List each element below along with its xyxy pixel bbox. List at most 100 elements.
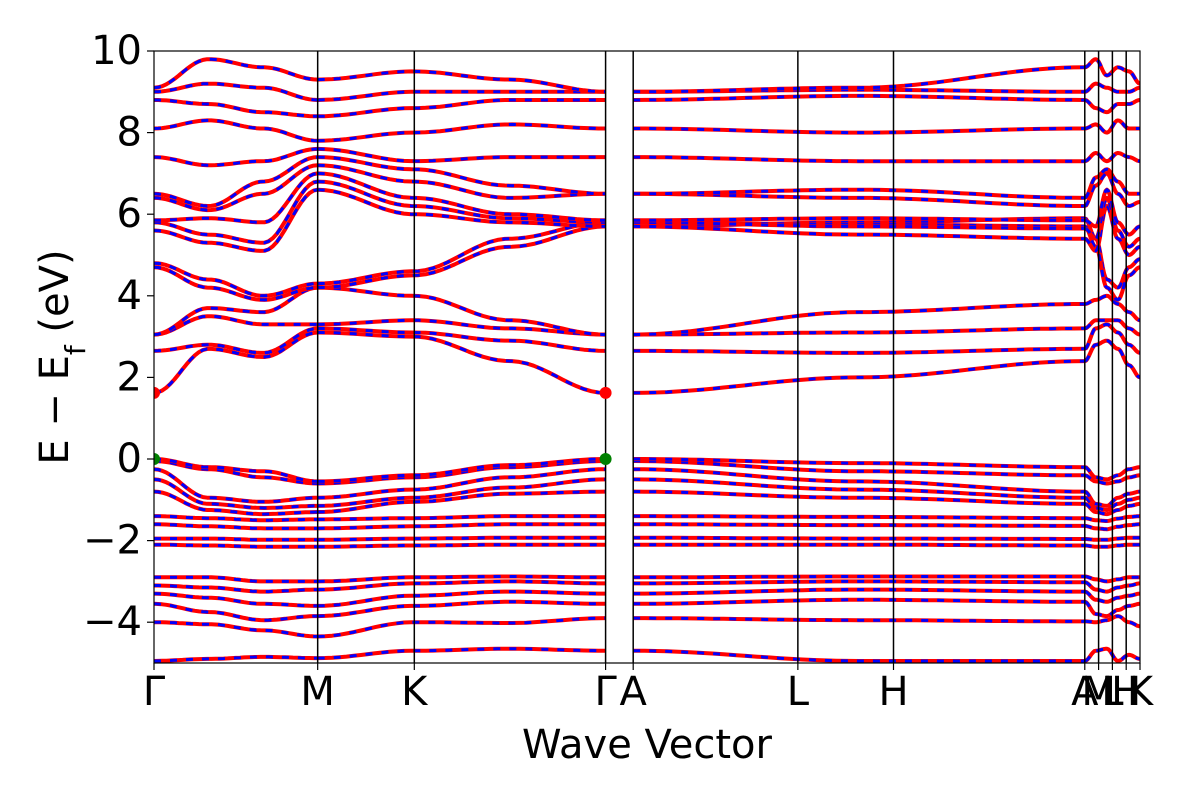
band-3-segment-2-blue bbox=[633, 588, 1085, 596]
band-24-segment-1-blue bbox=[317, 163, 606, 200]
plot-frame bbox=[153, 50, 1141, 664]
band-13-segment-3-blue bbox=[1084, 473, 1140, 485]
band-5-segment-0-blue bbox=[154, 575, 318, 583]
band-23-segment-0-blue bbox=[154, 171, 318, 224]
band-28-segment-2-blue bbox=[633, 94, 1085, 102]
band-21-segment-1-blue bbox=[317, 188, 606, 228]
band-8-segment-0-blue bbox=[154, 522, 318, 530]
x-tick-label-8: M bbox=[1081, 669, 1116, 715]
y-tick-label-7: 10 bbox=[91, 28, 142, 74]
band-4-segment-1-blue bbox=[317, 579, 606, 592]
band-22-segment-0-blue bbox=[154, 180, 318, 245]
band-17-segment-1-blue bbox=[317, 318, 606, 337]
x-tick-label-10: H bbox=[1111, 669, 1141, 715]
band-21-segment-2-blue bbox=[633, 224, 1085, 241]
band-9-segment-0-blue bbox=[154, 514, 318, 522]
band-2-segment-1-blue bbox=[317, 600, 606, 618]
band-26-segment-2-blue bbox=[633, 155, 1085, 163]
band-4-segment-0-blue bbox=[154, 584, 318, 594]
band-10-segment-3-blue bbox=[1084, 502, 1140, 516]
band-30-segment-2-blue bbox=[633, 65, 1085, 94]
band-28-segment-0-blue bbox=[154, 98, 318, 118]
x-tick-label-3: Γ bbox=[594, 669, 617, 715]
band-17-segment-2-blue bbox=[633, 326, 1085, 337]
band-0-segment-0-blue bbox=[154, 655, 318, 663]
band-14-segment-1-blue bbox=[317, 457, 606, 483]
band-12-segment-1-blue bbox=[317, 467, 606, 500]
y-axis-title: E − Ef (eV) bbox=[32, 249, 92, 464]
band-25-segment-1-blue bbox=[317, 155, 606, 196]
band-22-segment-1-blue bbox=[317, 180, 606, 224]
y-axis: −4 −2 0 2 4 6 8 10 bbox=[83, 28, 154, 645]
band-24-segment-2-blue bbox=[633, 192, 1085, 208]
band-28-segment-1-red bbox=[317, 98, 606, 119]
band-12-segment-0-blue bbox=[154, 467, 318, 504]
band-22-segment-2-blue bbox=[633, 220, 1085, 230]
high-symmetry-lines bbox=[316, 51, 1127, 663]
band-18-segment-1-blue bbox=[317, 286, 606, 337]
band-14-segment-0-blue bbox=[154, 457, 318, 483]
band-16-segment-0-blue bbox=[154, 326, 318, 355]
band-1-segment-0-red bbox=[154, 620, 318, 639]
band-2-segment-0-blue bbox=[154, 602, 318, 622]
band-20-segment-3-blue bbox=[1084, 225, 1140, 302]
band-17-segment-3-blue bbox=[1084, 318, 1140, 337]
band-12-segment-2-blue bbox=[633, 467, 1085, 494]
band-7-segment-0-blue bbox=[154, 537, 318, 542]
band-19-segment-1-blue bbox=[317, 224, 606, 290]
band-11-segment-1-blue bbox=[317, 477, 606, 508]
band-16-segment-2-blue bbox=[633, 347, 1085, 355]
y-axis-title-subscript: f bbox=[59, 344, 92, 355]
x-tick-label-7: A bbox=[1071, 669, 1099, 715]
band-26-segment-1-blue bbox=[317, 147, 606, 163]
band-5-segment-1-blue bbox=[317, 575, 606, 583]
band-3-segment-1-blue bbox=[317, 590, 606, 608]
band-18-segment-0-blue bbox=[154, 286, 318, 337]
y-tick-label-6: 8 bbox=[117, 110, 142, 156]
band-8-segment-2-blue bbox=[633, 522, 1085, 528]
band-29-segment-1-blue bbox=[317, 90, 606, 102]
band-edge-marker-3 bbox=[599, 453, 612, 465]
band-21-segment-0-blue bbox=[154, 188, 319, 253]
band-6-segment-2-blue bbox=[633, 543, 1085, 547]
band-8-segment-1-blue bbox=[317, 522, 606, 530]
band-14-segment-2-blue bbox=[633, 457, 1085, 469]
band-9-segment-2-blue bbox=[633, 514, 1085, 520]
x-tick-label-9: L bbox=[1101, 669, 1124, 715]
y-tick-label-4: 4 bbox=[117, 273, 142, 319]
band-10-segment-2-blue bbox=[633, 490, 1085, 506]
band-lines bbox=[154, 57, 1140, 663]
band-4-segment-2-blue bbox=[633, 579, 1085, 585]
band-13-segment-0-blue bbox=[154, 459, 318, 485]
band-0-segment-2-blue bbox=[633, 649, 1085, 663]
x-tick-label-5: L bbox=[787, 669, 810, 715]
band-9-segment-1-blue bbox=[317, 514, 606, 521]
y-tick-label-3: 2 bbox=[117, 354, 142, 400]
band-6-segment-1-blue bbox=[317, 543, 606, 549]
band-18-segment-2-blue bbox=[633, 302, 1085, 337]
band-24-segment-0-blue bbox=[154, 163, 318, 212]
band-0-segment-1-blue bbox=[317, 647, 606, 660]
band-15-segment-1-blue bbox=[317, 331, 606, 395]
band-4-segment-3-blue bbox=[1084, 580, 1140, 594]
band-27-segment-0-blue bbox=[154, 118, 318, 143]
x-tick-label-0: Γ bbox=[143, 669, 166, 715]
band-28-segment-1-blue bbox=[317, 98, 606, 118]
band-22-segment-3-blue bbox=[1084, 196, 1140, 249]
y-tick-label-1: −2 bbox=[83, 518, 142, 564]
x-tick-label-1: M bbox=[300, 669, 335, 715]
band-20-segment-0-blue bbox=[154, 261, 318, 298]
band-17-segment-0-blue bbox=[154, 314, 318, 337]
band-edge-markers bbox=[154, 386, 612, 465]
band-29-segment-2-blue bbox=[633, 88, 1085, 94]
band-25-segment-0-blue bbox=[154, 155, 318, 208]
y-tick-label-0: −4 bbox=[83, 599, 142, 645]
band-edge-marker-1 bbox=[599, 386, 612, 399]
band-1-segment-2-blue bbox=[633, 616, 1085, 623]
band-3-segment-0-blue bbox=[154, 592, 318, 608]
band-29-segment-0-blue bbox=[154, 82, 318, 102]
band-11-segment-0-red bbox=[154, 477, 318, 510]
band-15-segment-1-red bbox=[317, 330, 606, 395]
x-tick-label-4: A bbox=[620, 669, 648, 715]
